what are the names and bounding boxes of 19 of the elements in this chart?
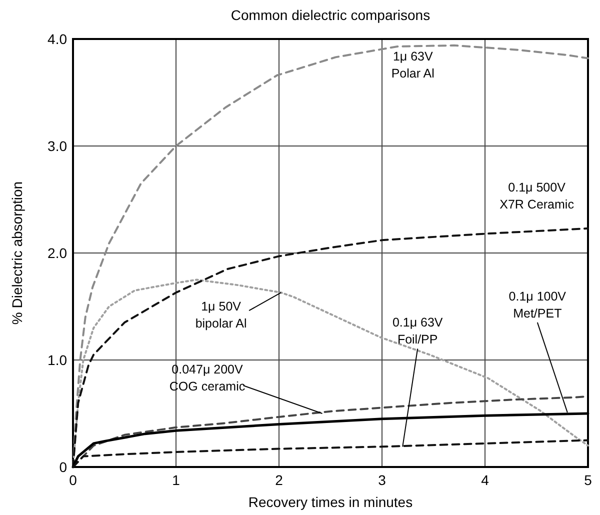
x-tick-label: 2: [275, 472, 284, 488]
annotation: 1μ 63V Polar Al: [391, 49, 434, 80]
annotation: 0.1μ 100V Met/PET: [508, 289, 567, 320]
x-tick-label: 0: [69, 472, 78, 488]
annotation: 0.1μ 500V X7R Ceramic: [500, 180, 574, 212]
y-tick-label: 2.0: [48, 245, 68, 261]
y-tick-label: 3.0: [48, 138, 68, 154]
annotation: 0.1μ 63V Foil/PP: [392, 316, 444, 347]
chart-title: Common dielectric comparisons: [230, 7, 430, 23]
y-tick-label: 4.0: [48, 31, 68, 47]
y-tick-label: 1.0: [48, 352, 68, 368]
y-axis-title: % Dielectric absorption: [9, 181, 25, 325]
y-tick-label: 0: [59, 459, 68, 475]
x-tick-label: 4: [481, 472, 490, 488]
x-axis-title: Recovery times in minutes: [248, 494, 413, 510]
annotation: 1μ 50V bipolar Al: [195, 300, 247, 331]
x-tick-label: 3: [378, 472, 386, 488]
x-tick-label: 1: [172, 472, 180, 488]
x-tick-label: 5: [584, 472, 592, 488]
